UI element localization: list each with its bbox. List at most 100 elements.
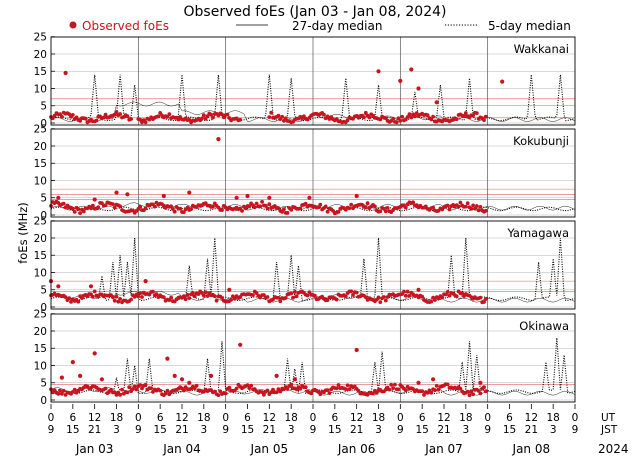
observed-point bbox=[185, 292, 190, 297]
observed-point bbox=[385, 206, 390, 210]
observed-point bbox=[220, 112, 224, 117]
observed-point bbox=[483, 297, 488, 301]
observed-point bbox=[114, 110, 119, 115]
y-tick-label: 25 bbox=[34, 124, 47, 136]
observed-point bbox=[129, 297, 134, 302]
observed-point bbox=[169, 295, 174, 300]
x-tick-label-ut: 12 bbox=[263, 412, 276, 424]
observed-point bbox=[258, 204, 263, 209]
observed-point bbox=[134, 387, 139, 392]
observed-point bbox=[405, 115, 410, 119]
observed-point bbox=[303, 385, 308, 390]
x-tick-label-ut: 18 bbox=[459, 412, 472, 424]
observed-points bbox=[49, 342, 488, 398]
station-label: Kokubunji bbox=[513, 134, 569, 148]
observed-point bbox=[473, 206, 477, 211]
station-label: Yamagawa bbox=[506, 226, 569, 240]
observed-point bbox=[429, 117, 434, 122]
observed-point bbox=[403, 388, 408, 393]
observed-point bbox=[482, 385, 486, 390]
x-tick-label-ut: 18 bbox=[546, 412, 559, 424]
observed-point bbox=[407, 112, 412, 117]
observed-point bbox=[347, 206, 352, 211]
observed-point bbox=[101, 115, 106, 120]
observed-point bbox=[389, 382, 394, 387]
observed-point bbox=[265, 206, 270, 211]
observed-point bbox=[205, 114, 210, 119]
observed-point bbox=[60, 391, 64, 396]
observed-point bbox=[61, 201, 66, 206]
observed-point bbox=[201, 113, 206, 118]
observed-point bbox=[363, 110, 368, 115]
x-tick-label-ut: 6 bbox=[157, 412, 164, 424]
observed-point bbox=[205, 294, 210, 298]
observed-point bbox=[125, 192, 130, 197]
date-label: Jan 06 bbox=[337, 442, 376, 456]
x-tick-label-jst: 3 bbox=[462, 424, 469, 436]
observed-point bbox=[58, 388, 62, 393]
observed-point bbox=[289, 382, 294, 387]
observed-point bbox=[462, 114, 466, 118]
x-tick-label-ut: 0 bbox=[222, 412, 229, 424]
x-tick-label-ut: 0 bbox=[48, 412, 55, 424]
x-tick-label-ut: 18 bbox=[197, 412, 210, 424]
observed-point bbox=[431, 205, 435, 210]
observed-point bbox=[403, 293, 408, 298]
x-tick-label-jst: 9 bbox=[48, 424, 55, 436]
observed-point bbox=[474, 204, 479, 208]
observed-point bbox=[92, 351, 97, 356]
observed-point bbox=[282, 207, 286, 212]
x-tick-label-jst: 9 bbox=[397, 424, 404, 436]
observed-point bbox=[114, 190, 119, 195]
x-tick-label-ut: 6 bbox=[69, 412, 76, 424]
observed-point bbox=[254, 201, 259, 206]
observed-point bbox=[447, 207, 452, 212]
observed-point bbox=[249, 383, 254, 388]
observed-point bbox=[149, 386, 154, 390]
observed-point bbox=[238, 342, 243, 347]
observed-point bbox=[454, 117, 459, 121]
observed-point bbox=[416, 380, 421, 385]
observed-point bbox=[187, 296, 192, 300]
observed-point bbox=[165, 388, 170, 393]
y-tick-label: 20 bbox=[34, 49, 47, 61]
observed-point bbox=[394, 120, 399, 125]
observed-point bbox=[336, 210, 341, 214]
observed-point bbox=[161, 193, 166, 199]
observed-point bbox=[276, 206, 281, 211]
observed-point bbox=[478, 380, 483, 385]
panel-frame bbox=[50, 128, 576, 218]
observed-point bbox=[365, 201, 370, 206]
observed-point bbox=[362, 115, 366, 120]
observed-point bbox=[356, 388, 361, 393]
x-tick-label-jst: 3 bbox=[113, 424, 120, 436]
observed-point bbox=[143, 206, 148, 211]
observed-point bbox=[409, 67, 414, 72]
observed-point bbox=[260, 390, 264, 394]
observed-point bbox=[387, 387, 392, 392]
observed-point bbox=[429, 390, 434, 395]
observed-point bbox=[140, 386, 144, 391]
y-tick-label: 5 bbox=[40, 193, 47, 205]
observed-point bbox=[111, 295, 115, 300]
x-tick-label-jst: 15 bbox=[153, 424, 166, 436]
observed-point bbox=[200, 116, 204, 121]
y-axis-label: foEs (MHz) bbox=[16, 202, 30, 264]
observed-point bbox=[378, 209, 383, 214]
median-27day-line bbox=[50, 202, 576, 211]
observed-point bbox=[374, 391, 379, 395]
observed-point bbox=[125, 114, 130, 118]
observed-point bbox=[458, 200, 463, 205]
observed-point bbox=[92, 289, 97, 294]
observed-point bbox=[327, 391, 332, 395]
y-tick-label: 15 bbox=[34, 250, 47, 262]
observed-point bbox=[267, 195, 272, 200]
observed-point bbox=[78, 373, 83, 378]
observed-point bbox=[456, 204, 461, 209]
observed-point bbox=[482, 118, 486, 122]
x-tick-label-ut: 12 bbox=[437, 412, 450, 424]
panel-yamagawa: 0 5 10 15 20 25 Yamagawa bbox=[34, 216, 576, 314]
x-tick-label-jst: 15 bbox=[503, 424, 516, 436]
observed-point bbox=[245, 383, 250, 388]
observed-point bbox=[278, 299, 283, 304]
